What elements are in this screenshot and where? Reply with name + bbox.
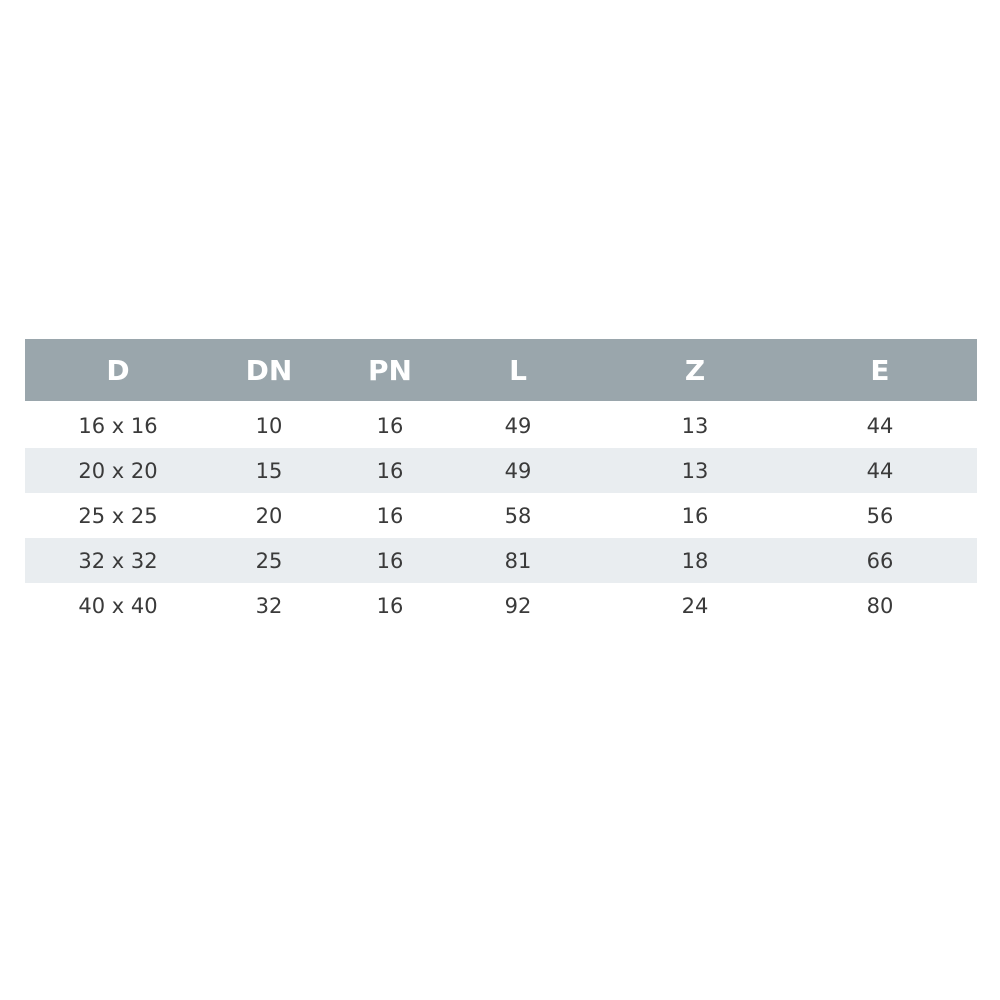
table-row: 20 x 20 15 16 49 13 44 xyxy=(25,448,977,493)
header-l: L xyxy=(509,353,527,387)
table-cell: 44 xyxy=(866,413,894,438)
table-row: 32 x 32 25 16 81 18 66 xyxy=(25,538,977,583)
table-cell: 13 xyxy=(681,413,709,438)
table-cell: 49 xyxy=(504,458,532,483)
table-cell: 32 xyxy=(255,593,283,618)
table-cell: 20 x 20 xyxy=(78,458,158,483)
table-cell: 44 xyxy=(866,458,894,483)
table-cell: 58 xyxy=(504,503,532,528)
header-e: E xyxy=(870,353,890,387)
table-cell: 40 x 40 xyxy=(78,593,158,618)
table-cell: 13 xyxy=(681,458,709,483)
table-cell: 32 x 32 xyxy=(78,548,158,573)
table-cell: 20 xyxy=(255,503,283,528)
table-cell: 25 xyxy=(255,548,283,573)
table-cell: 10 xyxy=(255,413,283,438)
dimensions-table: D DN PN L Z E 16 x 16 10 16 49 13 44 20 x 20 15… xyxy=(25,339,977,628)
header-d: D xyxy=(106,353,130,387)
table-cell: 15 xyxy=(255,458,283,483)
table-cell: 16 xyxy=(376,548,404,573)
table-cell: 18 xyxy=(681,548,709,573)
table-cell: 16 xyxy=(376,503,404,528)
table-cell: 66 xyxy=(866,548,894,573)
header-z: Z xyxy=(684,353,706,387)
table-row: 16 x 16 10 16 49 13 44 xyxy=(25,403,977,448)
table-cell: 49 xyxy=(504,413,532,438)
table-cell: 81 xyxy=(504,548,532,573)
table-cell: 25 x 25 xyxy=(78,503,158,528)
table-cell: 80 xyxy=(866,593,894,618)
table-cell: 24 xyxy=(681,593,709,618)
table-cell: 16 xyxy=(376,413,404,438)
table-row: 25 x 25 20 16 58 16 56 xyxy=(25,493,977,538)
table-cell: 16 xyxy=(376,458,404,483)
table-cell: 16 xyxy=(681,503,709,528)
table-cell: 56 xyxy=(866,503,894,528)
table-cell: 92 xyxy=(504,593,532,618)
table-cell: 16 xyxy=(376,593,404,618)
table-cell: 16 x 16 xyxy=(78,413,158,438)
header-pn: PN xyxy=(368,353,412,387)
table-row: 40 x 40 32 16 92 24 80 xyxy=(25,583,977,628)
table-header: D DN PN L Z E xyxy=(25,339,977,401)
header-dn: DN xyxy=(245,353,293,387)
